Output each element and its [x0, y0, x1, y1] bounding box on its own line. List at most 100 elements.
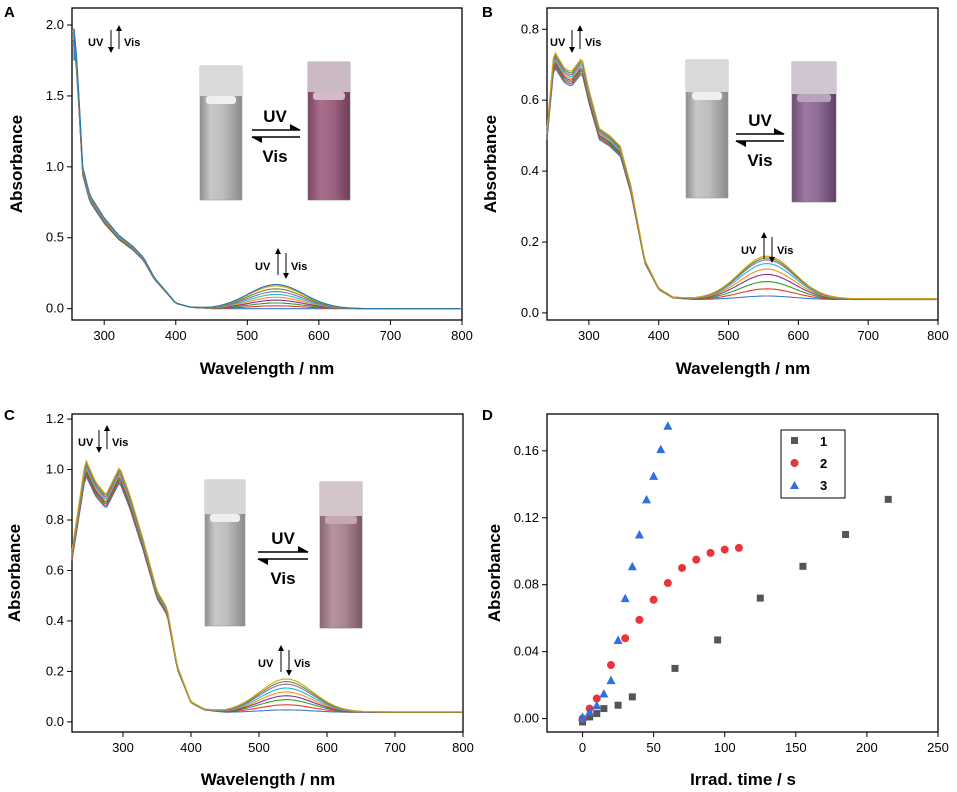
spectrum-b-1	[546, 67, 937, 301]
spectra-a	[72, 28, 461, 310]
arrow-annotation-c-top: UV Vis	[78, 425, 128, 453]
point-series-3	[599, 689, 609, 698]
cuvette-clear-b	[685, 59, 729, 199]
y-tick-label-d: 0.00	[514, 711, 539, 726]
point-series-3	[642, 494, 652, 504]
arrow-annotation-b-band: UV Vis	[741, 232, 793, 263]
y-axis-label-d: Absorbance	[485, 524, 504, 622]
cuvette-clear-a	[199, 65, 243, 201]
eq-uv-b: UV	[748, 111, 772, 130]
x-tick-label-d: 200	[856, 740, 878, 755]
spectrum-c-6	[71, 465, 462, 713]
y-tick-label-d: 0.04	[514, 644, 539, 659]
point-series-2	[635, 615, 644, 624]
x-tick-label-b: 600	[788, 328, 810, 343]
panel-a: 300 400 500 600 700 800 0.0 0.5 1.0 1.5 2.0 Wavele…	[7, 7, 473, 378]
y-tick-label-b: 0.4	[521, 163, 539, 178]
legend-box	[780, 429, 846, 499]
spectrum-c-2	[71, 473, 462, 713]
axis-ticks-a: 300 400 500 600 700 800 0.0 0.5 1.0 1.5 2.0	[46, 17, 473, 343]
spectrum-c-9	[71, 459, 462, 713]
legend-d: 1 2 3	[780, 429, 846, 499]
y-tick-label-d: 0.08	[514, 577, 539, 592]
spectrum-c-3	[71, 471, 462, 713]
cuvette-clear-c	[204, 479, 246, 627]
point-series-2	[706, 548, 715, 557]
spectrum-b-3	[546, 63, 937, 300]
point-series-1	[628, 693, 636, 701]
spectrum-b-4	[546, 61, 937, 300]
y-axis-label-a: Absorbance	[7, 115, 26, 213]
y-tick-label-a: 0.5	[46, 230, 64, 245]
spectrum-a-10	[72, 28, 461, 310]
x-axis-label-d: Irrad. time / s	[690, 770, 796, 789]
spectra-b	[546, 51, 937, 301]
eq-vis-a: Vis	[262, 147, 287, 166]
ann-vis-b-band: Vis	[777, 245, 793, 257]
x-axis-label-a: Wavelength / nm	[200, 359, 334, 378]
point-series-2	[692, 555, 701, 564]
point-series-2	[606, 661, 615, 670]
spectrum-c-4	[71, 469, 462, 713]
x-tick-label-a: 800	[451, 328, 473, 343]
spectrum-c-7	[71, 463, 462, 713]
spectrum-b-7	[546, 55, 937, 300]
cuvette-pink-c	[319, 481, 363, 629]
x-tick-label-a: 700	[380, 328, 402, 343]
point-series-1	[799, 562, 807, 570]
point-series-1	[614, 701, 622, 709]
spectrum-b-2	[546, 65, 937, 301]
y-tick-label-d: 0.12	[514, 510, 539, 525]
cuvette-purple-b	[791, 61, 837, 203]
y-tick-label-c: 1.2	[46, 411, 64, 426]
scatter-points-d	[578, 421, 892, 726]
x-tick-label-d: 150	[785, 740, 807, 755]
point-series-3	[656, 444, 666, 454]
eq-uv-a: UV	[263, 107, 287, 126]
panel-letter-b: B	[482, 4, 493, 21]
point-series-3	[585, 707, 595, 716]
spectra-c	[71, 459, 462, 713]
point-series-2	[663, 579, 672, 588]
point-series-1	[842, 531, 850, 539]
spectrum-b-5	[546, 59, 937, 300]
y-tick-label-c: 1.0	[46, 462, 64, 477]
spectrum-c-5	[71, 467, 462, 713]
x-tick-label-c: 500	[248, 740, 270, 755]
y-tick-label-b: 0.2	[521, 234, 539, 249]
y-tick-label-a: 1.0	[46, 159, 64, 174]
x-tick-label-a: 500	[236, 328, 258, 343]
axis-ticks-b: 300 400 500 600 700 800 0.0 0.2 0.4 0.6 0.8	[521, 21, 949, 343]
point-series-3	[606, 675, 616, 685]
ann-uv-c-band: UV	[258, 658, 274, 670]
panel-d: 0 50 100 150 200 250 0.00 0.04 0.08 0.12 0.16 Irra…	[485, 413, 949, 789]
x-tick-label-d: 0	[579, 740, 586, 755]
point-series-3	[627, 561, 637, 571]
panel-letter-c: C	[4, 407, 15, 424]
point-series-3	[663, 421, 673, 430]
y-tick-label-c: 0.0	[46, 714, 64, 729]
y-axis-label-b: Absorbance	[481, 115, 500, 213]
y-tick-label-a: 1.5	[46, 88, 64, 103]
x-tick-label-b: 500	[718, 328, 740, 343]
x-tick-label-b: 400	[648, 328, 670, 343]
ann-vis-b-top: Vis	[585, 37, 601, 49]
point-series-2	[592, 694, 601, 703]
x-axis-label-b: Wavelength / nm	[676, 359, 810, 378]
panel-letter-a: A	[4, 4, 15, 21]
arrow-annotation-b-top: UV Vis	[550, 25, 601, 53]
spectrum-b-9	[546, 51, 937, 300]
x-tick-label-a: 400	[165, 328, 187, 343]
point-series-1	[593, 710, 601, 718]
arrow-annotation-a-band: UV Vis	[255, 248, 307, 279]
point-series-1	[756, 594, 764, 602]
x-tick-label-a: 300	[93, 328, 115, 343]
ann-uv-a-top: UV	[88, 37, 104, 49]
point-series-1	[884, 495, 892, 503]
point-series-1	[714, 636, 722, 644]
ann-vis-c-band: Vis	[294, 658, 310, 670]
ann-uv-b-band: UV	[741, 245, 757, 257]
point-series-3	[592, 700, 602, 710]
ann-uv-a-band: UV	[255, 261, 271, 273]
legend-marker-2	[790, 459, 799, 467]
